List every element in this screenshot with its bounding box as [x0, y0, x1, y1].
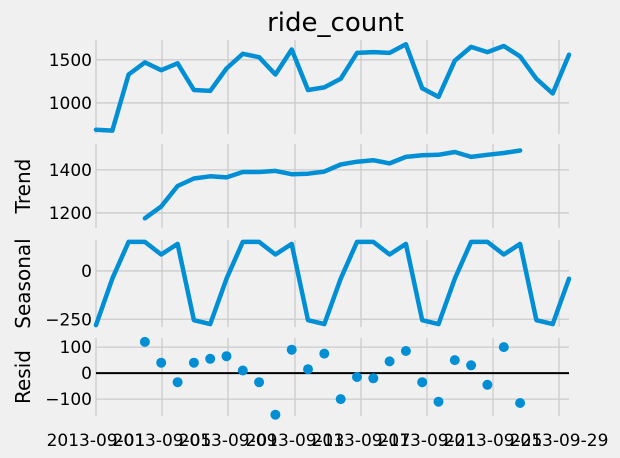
trend-ytick-label: 1400 — [49, 161, 92, 181]
resid-point — [498, 342, 509, 353]
resid-point — [384, 356, 395, 367]
xtick-label: 2013-09-05 — [113, 431, 212, 451]
seasonal-series-line — [93, 239, 572, 328]
trend-ylabel: Trend — [11, 159, 35, 215]
resid-point — [270, 409, 281, 420]
seasonal-panel: −250 0 Seasonal — [11, 238, 572, 330]
seasonal-ylabel: Seasonal — [11, 238, 35, 328]
resid-point — [433, 396, 444, 407]
xtick-label: 2013-09-29 — [510, 431, 609, 451]
trend-panel: 1200 1400 Trend — [11, 144, 569, 228]
trend-series-line — [142, 148, 523, 221]
observed-ytick-label: 1500 — [49, 51, 92, 71]
resid-panel: −1000100Resid2013-09-012013-09-052013-09… — [11, 336, 609, 451]
resid-point — [368, 373, 379, 384]
xtick-label: 2013-09-21 — [378, 431, 477, 451]
xtick-label: 2013-09-01 — [47, 431, 146, 451]
seasonal-ytick-label: −250 — [45, 310, 92, 330]
resid-ytick-label: 0 — [81, 364, 92, 384]
observed-series-line — [93, 42, 572, 133]
xtick-label: 2013-09-25 — [444, 431, 543, 451]
xtick-label: 2013-09-13 — [246, 431, 345, 451]
resid-point — [303, 364, 313, 375]
observed-panel: 1000 1500 ride_count — [49, 8, 572, 134]
resid-point — [335, 394, 346, 405]
xtick-label: 2013-09-17 — [312, 431, 411, 451]
resid-point — [254, 377, 265, 388]
resid-point — [319, 348, 330, 359]
resid-point — [482, 379, 493, 390]
resid-point — [221, 351, 232, 362]
trend-ytick-label: 1200 — [49, 204, 92, 224]
resid-point — [352, 372, 362, 382]
resid-ytick-label: 100 — [60, 338, 92, 358]
observed-ytick-label: 1000 — [49, 94, 92, 114]
resid-point — [515, 398, 526, 408]
resid-point — [286, 344, 297, 355]
chart-title: ride_count — [267, 8, 404, 38]
resid-ylabel: Resid — [11, 350, 35, 404]
resid-point — [449, 355, 460, 366]
resid-ytick-label: −100 — [45, 390, 92, 410]
resid-point — [400, 346, 411, 356]
resid-point — [156, 357, 167, 368]
resid-point — [188, 357, 199, 368]
resid-point — [172, 377, 183, 388]
resid-point — [237, 365, 248, 376]
resid-point — [205, 353, 216, 364]
resid-point — [417, 377, 428, 388]
xtick-label: 2013-09-09 — [179, 431, 278, 451]
resid-point — [466, 360, 477, 371]
seasonal-ytick-label: 0 — [81, 262, 92, 282]
resid-point — [139, 336, 150, 347]
